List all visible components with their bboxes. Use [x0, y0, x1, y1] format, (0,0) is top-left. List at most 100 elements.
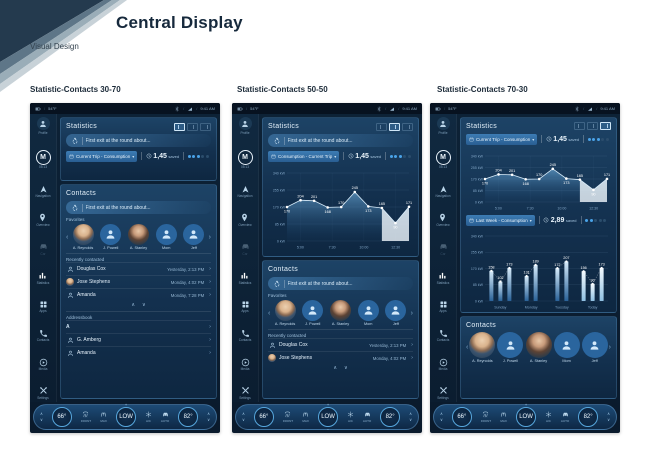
- favorite-contact[interactable]: Mom: [553, 332, 581, 363]
- scroll-up-icon[interactable]: ∧: [333, 365, 337, 371]
- scroll-down-icon[interactable]: ∨: [142, 302, 146, 308]
- defrost-max-button[interactable]: MAX: [302, 411, 309, 423]
- sidebar-item-contacts[interactable]: Contacts: [239, 329, 251, 342]
- stat-selector-dropdown[interactable]: Current Trip - Consumption ▾: [466, 133, 538, 145]
- recent-contact-row[interactable]: Amanda Monday, 7:28 PM ›: [66, 288, 211, 301]
- chevron-left-icon[interactable]: ‹: [66, 233, 69, 241]
- chevron-right-icon[interactable]: ›: [208, 233, 211, 241]
- sidebar-item-overview[interactable]: Overview: [436, 213, 450, 227]
- chevron-right-icon[interactable]: ›: [410, 309, 413, 317]
- favorite-contact[interactable]: A. Reynolds: [468, 332, 496, 363]
- favorite-contact[interactable]: A. Reynolds: [70, 224, 96, 250]
- sidebar-item-overview[interactable]: Overview: [36, 213, 50, 227]
- chevron-right-icon[interactable]: ›: [608, 344, 611, 351]
- driver-temperature[interactable]: 66°: [51, 407, 72, 427]
- favorite-contact[interactable]: A. Stanley: [524, 332, 552, 363]
- layout-30-70-icon[interactable]: [376, 122, 387, 131]
- addressbook-row[interactable]: Amanda ›: [66, 346, 211, 359]
- favorite-contact[interactable]: Jeff: [581, 332, 609, 363]
- sidebar-item-media[interactable]: Media: [439, 358, 448, 371]
- passenger-temperature[interactable]: 82°: [380, 407, 401, 427]
- sidebar-item-settings[interactable]: Settings: [239, 386, 251, 400]
- right-temp-stepper[interactable]: ∧ ∨: [409, 412, 412, 422]
- favorite-contact[interactable]: J. Powell: [496, 332, 524, 363]
- sidebar-item-navigation[interactable]: Navigation: [35, 185, 51, 198]
- fan-level[interactable]: LOW: [516, 407, 537, 427]
- layout-30-70-icon[interactable]: [174, 122, 185, 131]
- defrost-front-button[interactable]: FRONT: [481, 411, 491, 423]
- sidebar-item-apps[interactable]: Apps: [439, 300, 448, 313]
- fan-control[interactable]: + LOW −: [318, 402, 339, 432]
- sidebar-item-profile[interactable]: Profile: [436, 117, 450, 135]
- navigation-notification[interactable]: First exit at the round about...: [268, 134, 413, 147]
- chevron-left-icon[interactable]: ‹: [466, 344, 469, 351]
- addressbook-letter-row[interactable]: A ›: [66, 320, 211, 333]
- right-temp-stepper[interactable]: ∧ ∨: [607, 412, 610, 422]
- auto-button[interactable]: AUTO: [363, 411, 371, 423]
- ac-button[interactable]: A/C: [347, 411, 354, 423]
- sidebar-item-contacts[interactable]: Contacts: [37, 329, 49, 342]
- scroll-down-icon[interactable]: ∨: [344, 365, 348, 371]
- sidebar-item-m-home[interactable]: M 05:13: [237, 149, 253, 169]
- fan-control[interactable]: + LOW −: [116, 402, 137, 432]
- navigation-notification[interactable]: First exit at the round about...: [66, 134, 211, 147]
- favorite-contact[interactable]: Jeff: [383, 300, 409, 326]
- stat-selector-dropdown[interactable]: Current Trip - Consumption ▾: [66, 150, 138, 162]
- sidebar-item-statistics[interactable]: Statistics: [37, 271, 49, 285]
- stat-selector-dropdown[interactable]: Consumption - Current Trip ▾: [268, 150, 340, 162]
- sidebar-item-media[interactable]: Media: [241, 358, 250, 371]
- recent-contact-row[interactable]: Jose Stephens Monday, 4:02 PM ›: [66, 275, 211, 288]
- layout-70-30-icon[interactable]: [200, 122, 211, 131]
- favorite-contact[interactable]: Jeff: [181, 224, 207, 250]
- left-temp-stepper[interactable]: ∧ ∨: [440, 412, 443, 422]
- defrost-front-button[interactable]: FRONT: [283, 411, 293, 423]
- sidebar-item-overview[interactable]: Overview: [238, 213, 252, 227]
- stat-selector-dropdown[interactable]: Last Week - Consumption ▾: [466, 214, 535, 226]
- favorite-contact[interactable]: A. Reynolds: [272, 300, 298, 326]
- layout-50-50-icon[interactable]: [389, 122, 400, 131]
- chevron-left-icon[interactable]: ‹: [268, 309, 271, 317]
- driver-temperature[interactable]: 66°: [253, 407, 274, 427]
- passenger-temperature[interactable]: 82°: [178, 407, 199, 427]
- sidebar-item-apps[interactable]: Apps: [39, 300, 48, 313]
- navigation-notification[interactable]: First exit at the round about...: [268, 277, 413, 290]
- ac-button[interactable]: A/C: [145, 411, 152, 423]
- sidebar-item-car[interactable]: Car: [39, 242, 48, 256]
- sidebar-item-apps[interactable]: Apps: [241, 300, 250, 313]
- recent-contact-row[interactable]: Douglas Cox Yesterday, 2:13 PM ›: [268, 338, 413, 351]
- auto-button[interactable]: AUTO: [561, 411, 569, 423]
- favorite-contact[interactable]: A. Stanley: [126, 224, 152, 250]
- recent-contact-row[interactable]: Jose Stephens Monday, 4:02 PM ›: [268, 351, 413, 364]
- sidebar-item-car[interactable]: Car: [241, 242, 250, 256]
- sidebar-item-m-home[interactable]: M 05:13: [35, 149, 51, 169]
- layout-30-70-icon[interactable]: [574, 122, 585, 130]
- sidebar-item-m-home[interactable]: M 05:13: [435, 149, 451, 169]
- layout-70-30-icon[interactable]: [600, 122, 611, 130]
- sidebar-item-settings[interactable]: Settings: [37, 386, 49, 400]
- sidebar-item-profile[interactable]: Profile: [36, 117, 50, 135]
- left-temp-stepper[interactable]: ∧ ∨: [242, 412, 245, 422]
- sidebar-item-statistics[interactable]: Statistics: [437, 271, 449, 285]
- auto-button[interactable]: AUTO: [161, 411, 169, 423]
- sidebar-item-car[interactable]: Car: [439, 242, 448, 256]
- favorite-contact[interactable]: A. Stanley: [328, 300, 354, 326]
- right-temp-stepper[interactable]: ∧ ∨: [207, 412, 210, 422]
- sidebar-item-contacts[interactable]: Contacts: [437, 329, 449, 342]
- recent-contact-row[interactable]: Douglas Cox Yesterday, 2:13 PM ›: [66, 262, 211, 275]
- sidebar-item-settings[interactable]: Settings: [437, 386, 449, 400]
- driver-temperature[interactable]: 66°: [451, 407, 472, 427]
- fan-control[interactable]: + LOW −: [516, 402, 537, 432]
- fan-level[interactable]: LOW: [116, 407, 137, 427]
- layout-50-50-icon[interactable]: [587, 122, 598, 130]
- defrost-max-button[interactable]: MAX: [500, 411, 507, 423]
- defrost-max-button[interactable]: MAX: [100, 411, 107, 423]
- favorite-contact[interactable]: J. Powell: [300, 300, 326, 326]
- sidebar-item-statistics[interactable]: Statistics: [239, 271, 251, 285]
- favorite-contact[interactable]: Mom: [153, 224, 179, 250]
- layout-50-50-icon[interactable]: [187, 122, 198, 131]
- sidebar-item-navigation[interactable]: Navigation: [435, 185, 451, 198]
- sidebar-item-profile[interactable]: Profile: [238, 117, 252, 135]
- sidebar-item-navigation[interactable]: Navigation: [237, 185, 253, 198]
- ac-button[interactable]: A/C: [545, 411, 552, 423]
- passenger-temperature[interactable]: 82°: [578, 407, 599, 427]
